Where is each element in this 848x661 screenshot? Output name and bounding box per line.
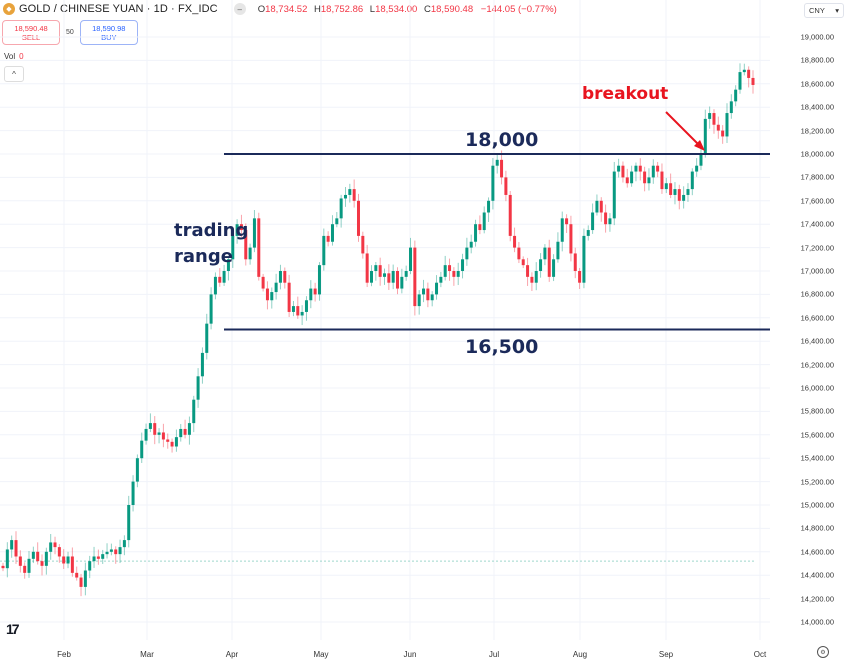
price-tick: 14,200.00: [800, 594, 834, 604]
price-axis[interactable]: 19,000.00 18,800.00 18,600.00 18,400.00 18,2…: [770, 0, 848, 640]
time-axis[interactable]: Feb Mar Apr May Jun Jul Aug Sep Oct: [0, 640, 770, 661]
price-tick: 17,800.00: [800, 172, 834, 182]
time-tick: Jun: [403, 650, 417, 659]
support-label: 16,500: [465, 336, 539, 358]
chevron-up-icon[interactable]: ^: [4, 66, 24, 82]
resistance-label: 18,000: [465, 129, 539, 151]
price-tick: 14,600.00: [800, 547, 834, 557]
time-tick: Jul: [488, 650, 500, 659]
price-tick: 18,600.00: [800, 79, 834, 89]
price-tick: 19,000.00: [800, 32, 834, 42]
settings-icon[interactable]: ⚙: [817, 646, 829, 658]
gold-logo-icon: ◆: [3, 3, 15, 15]
range-label-trading: trading: [174, 220, 249, 241]
close-value: 18,590.48: [430, 3, 474, 15]
time-tick: May: [313, 650, 329, 659]
price-tick: 17,400.00: [800, 219, 834, 229]
price-tick: 15,800.00: [800, 406, 834, 416]
price-tick: 15,600.00: [800, 430, 834, 440]
price-tick: 14,800.00: [800, 523, 834, 533]
open-value: 18,734.52: [265, 3, 308, 15]
volume-legend: Vol 0: [4, 52, 24, 61]
price-tick: 18,400.00: [800, 102, 834, 112]
time-tick: Sep: [658, 650, 674, 659]
price-tick: 18,200.00: [800, 126, 834, 136]
time-tick: Oct: [753, 650, 767, 659]
low-value: 18,534.00: [375, 3, 418, 15]
price-chart[interactable]: [0, 0, 770, 640]
price-tick: 18,800.00: [800, 55, 834, 65]
price-tick: 18,000.00: [800, 149, 834, 159]
price-tick: 16,200.00: [800, 360, 834, 370]
chevron-down-icon: ▾: [835, 6, 839, 15]
price-tick: 17,200.00: [800, 243, 834, 253]
time-tick: Mar: [140, 650, 154, 659]
high-value: 18,752.86: [320, 3, 364, 15]
time-tick: Apr: [225, 650, 239, 659]
symbol-title[interactable]: GOLD / CHINESE YUAN · 1D · FX_IDC: [19, 3, 218, 15]
price-tick: 15,000.00: [800, 500, 834, 510]
breakout-label: breakout: [582, 84, 669, 104]
time-tick: Aug: [572, 650, 588, 659]
price-tick: 14,400.00: [800, 570, 834, 580]
symbol-header: ◆ GOLD / CHINESE YUAN · 1D · FX_IDC – O1…: [0, 0, 790, 18]
price-tick: 17,000.00: [800, 266, 834, 276]
price-tick: 16,800.00: [800, 289, 834, 299]
price-tick: 15,200.00: [800, 477, 834, 487]
change-value: −144.05 (−0.77%): [480, 3, 557, 15]
collapse-legend-icon[interactable]: –: [233, 3, 246, 15]
price-tick: 15,400.00: [800, 453, 834, 463]
currency-selector[interactable]: CNY ▾: [804, 3, 844, 18]
time-tick: Feb: [57, 650, 71, 659]
price-tick: 14,000.00: [800, 617, 834, 627]
tradingview-logo-icon[interactable]: 17: [6, 621, 20, 637]
price-tick: 17,600.00: [800, 196, 834, 206]
price-tick: 16,000.00: [800, 383, 834, 393]
spread-value: 50: [66, 29, 74, 36]
price-tick: 16,600.00: [800, 313, 834, 323]
range-label-range: range: [174, 246, 233, 267]
ohlc-values: O18,734.52 H18,752.86 L18,534.00 C18,590…: [257, 3, 557, 15]
price-tick: 16,400.00: [800, 336, 834, 346]
